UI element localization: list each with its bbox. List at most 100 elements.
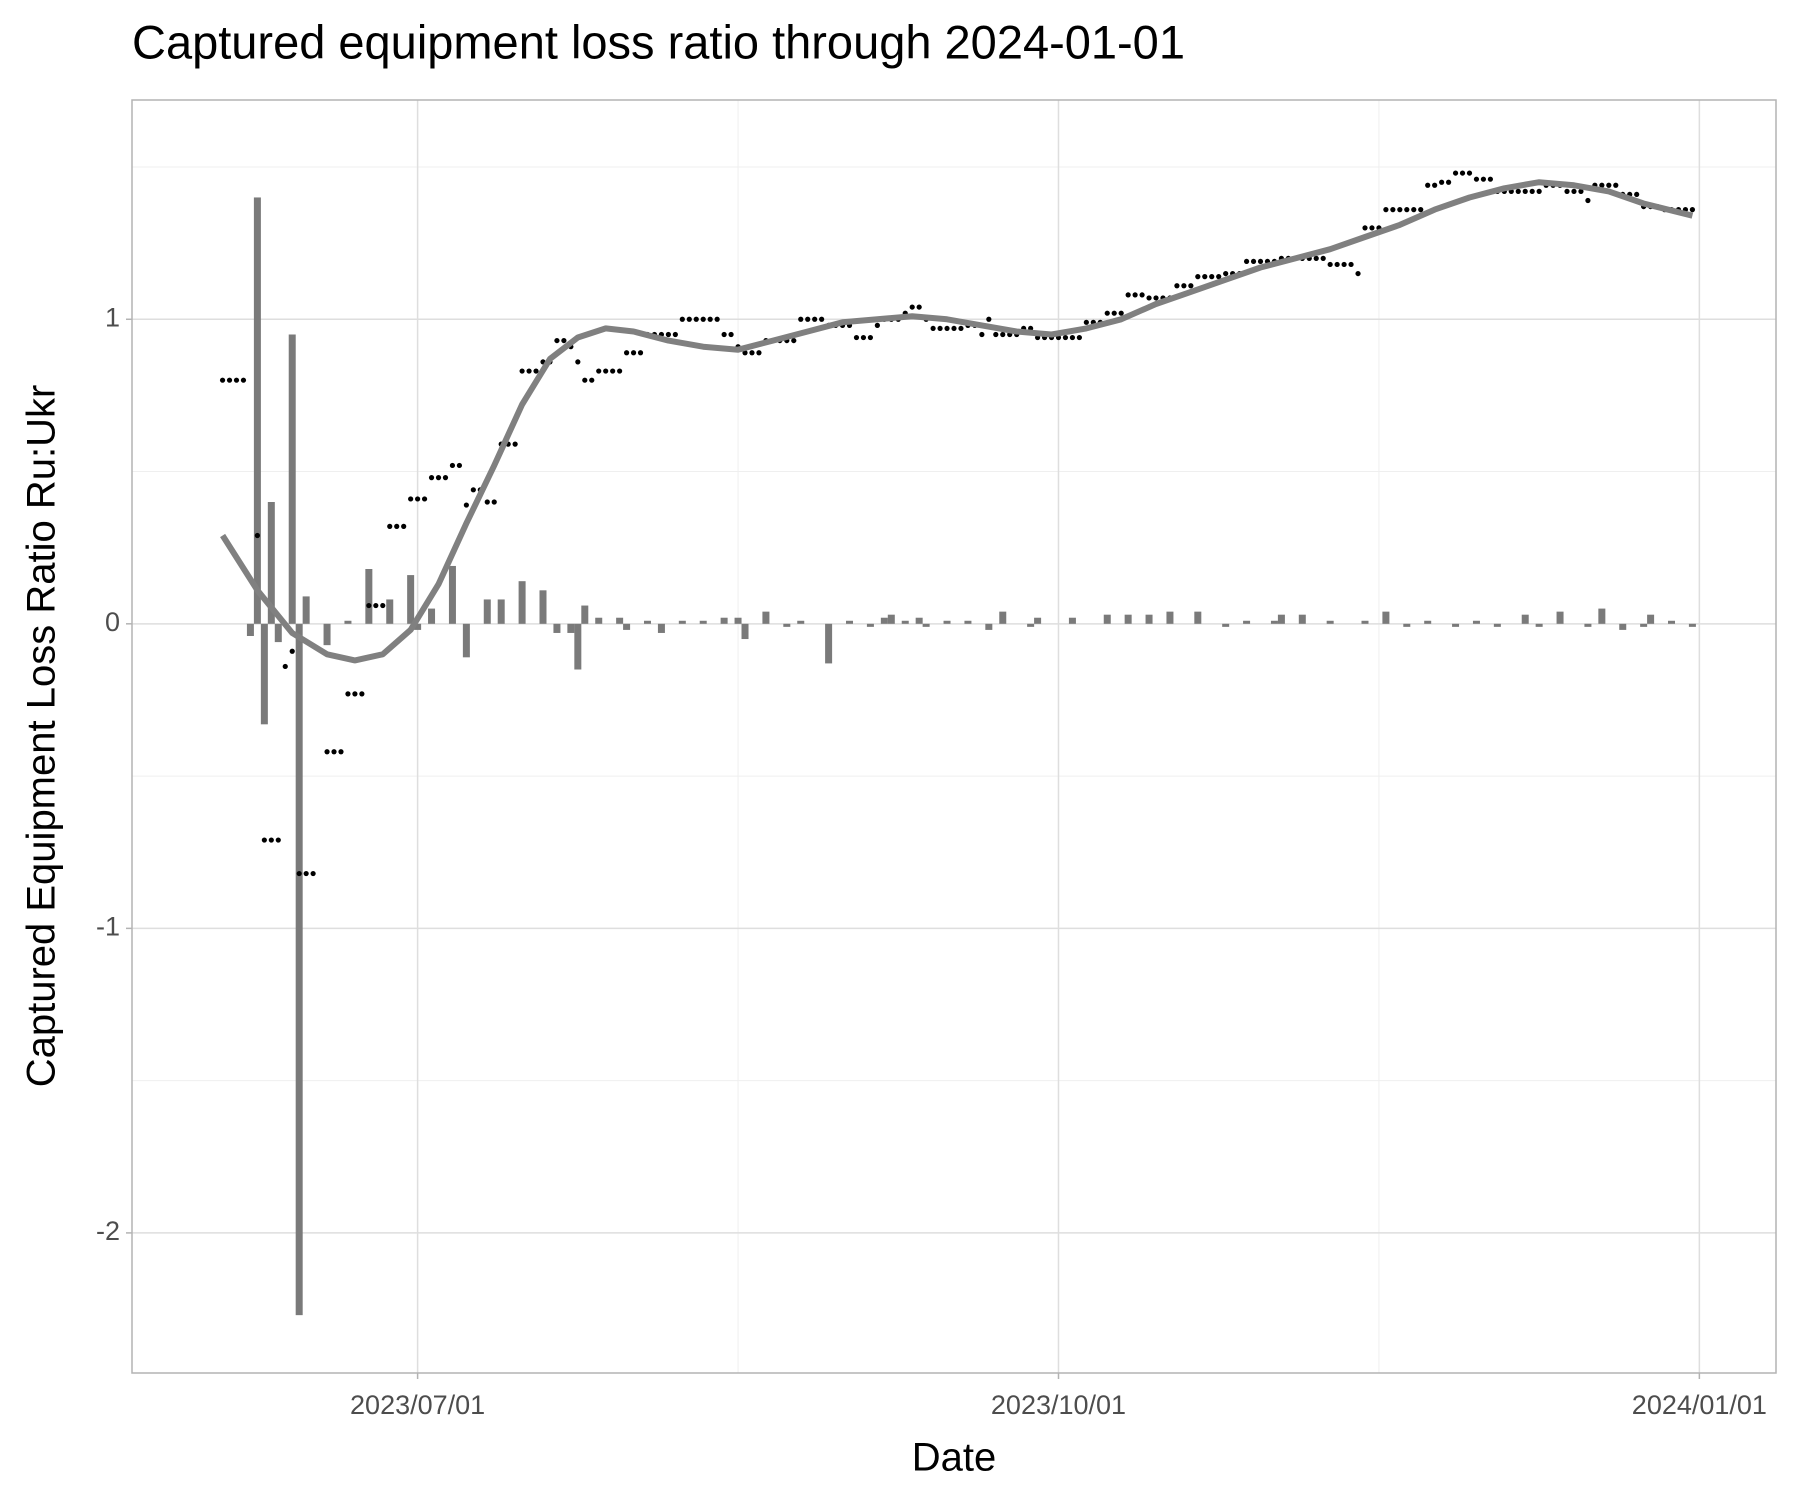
bar — [407, 575, 415, 624]
point — [331, 749, 337, 755]
point — [930, 325, 936, 332]
bar — [901, 620, 909, 624]
bar — [1068, 617, 1076, 624]
point — [714, 316, 720, 322]
point — [512, 441, 518, 447]
bar — [1598, 608, 1606, 624]
point — [1174, 283, 1180, 289]
bar — [1145, 614, 1153, 624]
point — [728, 331, 734, 338]
point — [623, 350, 630, 356]
bar — [1668, 620, 1676, 624]
x-tick-label: 2024/01/01 — [1632, 1390, 1767, 1420]
bar — [1647, 614, 1655, 624]
point — [1341, 261, 1347, 268]
point — [470, 487, 476, 493]
point — [707, 316, 713, 322]
point — [1606, 182, 1612, 188]
bar — [567, 623, 575, 633]
y-tick-label: 1 — [105, 302, 120, 332]
point — [979, 331, 985, 338]
point — [1529, 188, 1535, 194]
point — [686, 316, 692, 322]
point — [756, 350, 762, 356]
point — [275, 837, 281, 843]
bar — [1640, 623, 1648, 627]
point — [1313, 255, 1319, 261]
bar — [1619, 623, 1627, 630]
point — [254, 532, 260, 539]
bar — [999, 611, 1007, 624]
bar — [1493, 623, 1501, 627]
bar — [497, 599, 505, 624]
point — [603, 368, 609, 374]
bar — [288, 334, 296, 624]
point — [261, 837, 267, 843]
point — [1139, 292, 1145, 298]
bar — [302, 596, 310, 624]
point — [693, 316, 699, 322]
point — [1076, 334, 1082, 341]
point — [352, 691, 358, 697]
bar — [985, 623, 993, 630]
y-tick-label: 0 — [105, 607, 120, 637]
bar — [518, 581, 526, 624]
point — [1564, 188, 1570, 194]
point — [324, 749, 330, 755]
bar — [720, 617, 728, 624]
point — [1195, 274, 1201, 280]
point — [1452, 170, 1459, 176]
point — [1425, 182, 1431, 188]
bar — [386, 599, 394, 624]
point — [1355, 270, 1361, 277]
x-tick-label: 2023/10/01 — [991, 1390, 1126, 1420]
point — [1181, 283, 1187, 289]
point — [561, 337, 567, 344]
point — [1397, 207, 1403, 213]
point — [909, 304, 915, 310]
point — [617, 368, 623, 374]
y-axis-label: Captured Equipment Loss Ratio Ru:Ukr — [20, 385, 64, 1088]
bar — [1452, 623, 1460, 627]
bar — [253, 197, 261, 624]
point — [1411, 207, 1417, 213]
point — [1480, 176, 1487, 182]
point — [421, 496, 428, 502]
point — [944, 325, 950, 332]
bar — [246, 623, 254, 636]
bar — [539, 590, 547, 624]
point — [1111, 310, 1117, 316]
point — [1146, 295, 1152, 301]
bar — [1277, 614, 1285, 624]
bar — [1556, 611, 1564, 624]
point — [303, 870, 309, 877]
point — [1202, 274, 1208, 280]
point — [554, 337, 560, 344]
point — [867, 334, 874, 341]
point — [582, 377, 588, 383]
bar — [1326, 620, 1334, 624]
point — [916, 304, 922, 310]
bar — [1027, 623, 1035, 627]
point — [1334, 261, 1340, 268]
bar — [344, 620, 352, 624]
grid — [132, 100, 1776, 1373]
point — [226, 377, 233, 383]
bar — [643, 620, 651, 624]
bar — [1521, 614, 1529, 624]
point — [233, 377, 240, 383]
point — [805, 316, 811, 322]
bar — [964, 620, 972, 624]
point — [1383, 207, 1389, 213]
bar — [657, 623, 665, 633]
point — [394, 523, 400, 529]
bar — [699, 620, 707, 624]
bar — [274, 623, 282, 643]
point — [679, 316, 685, 322]
point — [533, 368, 539, 374]
bar — [1034, 617, 1042, 624]
point — [874, 322, 880, 328]
point — [721, 331, 727, 338]
bar — [1403, 623, 1411, 627]
bar — [846, 620, 854, 624]
